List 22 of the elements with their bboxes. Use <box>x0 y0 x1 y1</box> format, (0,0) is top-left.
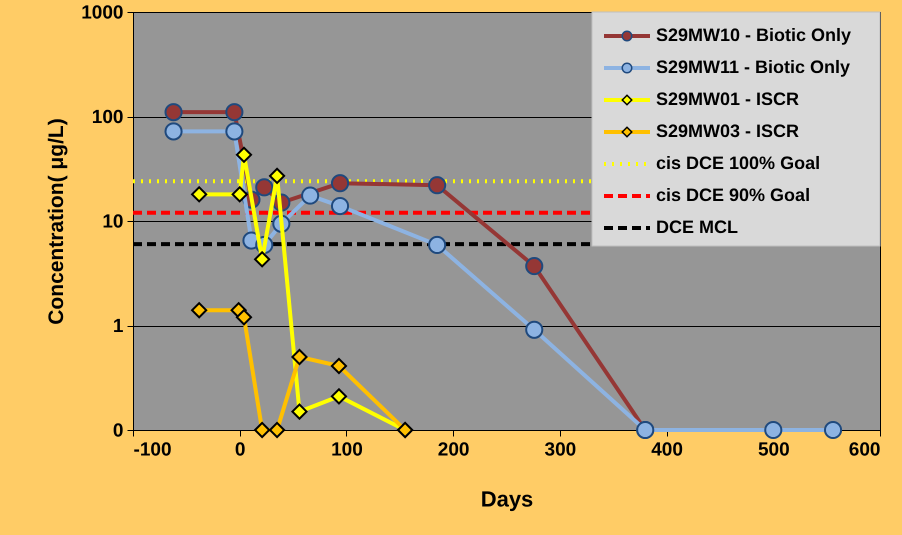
x-tick-label: 100 <box>331 440 363 460</box>
y-tick-label: 100 <box>92 107 124 128</box>
x-tick-label: -100 <box>134 440 172 460</box>
legend-label: cis DCE 100% Goal <box>656 153 820 173</box>
x-tick-label: 300 <box>544 440 576 460</box>
y-tick-label: 10 <box>102 212 124 232</box>
legend-label: S29MW01 - ISCR <box>656 89 800 109</box>
x-axis-title: Days <box>480 486 534 512</box>
x-tick-label: 0 <box>234 440 246 460</box>
legend-label: S29MW10 - Biotic Only <box>656 25 852 45</box>
legend-label: S29MW11 - Biotic Only <box>656 57 850 77</box>
y-tick-label: 1000 <box>81 2 124 24</box>
y-axis-title: Concentration( μg/L) <box>45 118 68 325</box>
y-tick-label: 1 <box>112 316 124 337</box>
x-tick-label: 200 <box>438 440 470 460</box>
legend-label: DCE MCL <box>656 217 738 237</box>
x-tick-label: 400 <box>651 440 683 460</box>
y-tick-label: 0 <box>112 420 124 442</box>
x-tick-label: 600 <box>848 440 880 460</box>
legend-label: cis DCE 90% Goal <box>656 185 810 205</box>
legend-label: S29MW03 - ISCR <box>656 121 800 141</box>
x-tick-label: 500 <box>758 440 790 460</box>
